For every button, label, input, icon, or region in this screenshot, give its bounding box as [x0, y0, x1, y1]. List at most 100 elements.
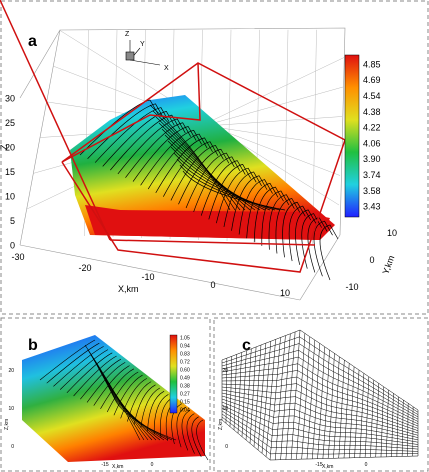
x-tick-label: -10 — [141, 272, 154, 282]
contour — [282, 201, 306, 258]
colorbar-label: 0.15 — [180, 399, 190, 405]
mesh-line — [221, 416, 418, 455]
triad-label: X — [164, 65, 169, 72]
z-tick-label: 0 — [225, 444, 228, 450]
contour — [105, 379, 169, 441]
contour — [147, 133, 208, 190]
colorbar-label: 3.90 — [363, 154, 381, 164]
contour — [140, 129, 202, 186]
contour — [200, 160, 246, 216]
contour — [191, 416, 202, 457]
contour — [86, 362, 126, 403]
contour — [102, 110, 175, 167]
contour — [39, 339, 96, 381]
contour — [111, 389, 177, 441]
contour — [152, 110, 236, 211]
contour — [181, 410, 191, 451]
axis-label: Z,km — [4, 419, 10, 430]
contour — [79, 99, 159, 156]
contour — [102, 374, 165, 441]
contour — [223, 171, 262, 228]
contour — [147, 390, 165, 432]
contour — [113, 374, 143, 416]
contour — [161, 128, 251, 211]
z-tick-label: 10 — [222, 406, 228, 412]
contour — [216, 167, 257, 224]
colorbar — [169, 334, 178, 414]
x-tick-label: 10 — [280, 288, 290, 298]
mesh-line — [349, 366, 355, 458]
contour — [87, 103, 164, 160]
y-tick-label: 10 — [387, 228, 397, 238]
mesh-line — [221, 329, 419, 411]
mesh-line — [221, 370, 419, 425]
contour — [261, 190, 290, 246]
x-tick-label: 0 — [210, 280, 215, 290]
contours — [79, 99, 339, 281]
contour — [59, 349, 109, 390]
mesh-line — [221, 398, 419, 441]
contour — [208, 163, 252, 220]
z-tick-label: 20 — [222, 368, 228, 374]
mesh-line — [221, 407, 419, 448]
contour — [133, 384, 156, 425]
mesh-line — [221, 376, 419, 427]
contour — [155, 116, 241, 211]
contour — [193, 156, 241, 212]
mesh-line — [221, 419, 419, 461]
mesh — [221, 329, 419, 461]
panel-border — [0, 0, 429, 315]
colorbar-label: 0.94 — [180, 343, 190, 349]
mesh-line — [221, 343, 419, 415]
contour — [46, 342, 100, 384]
colorbar-label: 4.69 — [363, 75, 381, 85]
contour — [170, 146, 266, 211]
panel-label: b — [28, 337, 38, 354]
colorbar-label: 3.43 — [363, 202, 381, 212]
contour — [53, 346, 104, 387]
contour — [319, 224, 339, 281]
axis-label: X,km — [112, 464, 123, 470]
x-tick-label: -30 — [11, 252, 24, 262]
mesh-line — [221, 356, 419, 420]
z-tick-label: 0 — [11, 444, 14, 450]
colorbar-label: 0.04 — [180, 407, 190, 413]
colorbar-label: 0.60 — [180, 367, 190, 373]
mesh-line — [221, 389, 419, 434]
mesh-line — [290, 329, 301, 460]
mesh-line — [221, 383, 419, 429]
mesh-line — [296, 333, 306, 460]
mesh-line — [221, 350, 419, 418]
contour — [99, 369, 161, 441]
contour — [149, 104, 231, 211]
contour — [106, 371, 139, 413]
y-tick-label: -10 — [345, 282, 358, 292]
mesh-line — [221, 336, 419, 413]
contour — [164, 134, 256, 211]
z-tick-label: 20 — [8, 368, 14, 374]
contour — [127, 381, 152, 422]
mesh-line — [221, 392, 419, 436]
surface-base — [85, 205, 330, 240]
contour — [253, 186, 284, 243]
contour — [185, 152, 235, 209]
axis-label: Y,km — [380, 254, 396, 276]
colorbar-label: 1.05 — [180, 335, 190, 341]
contour — [246, 182, 279, 239]
triad — [125, 40, 161, 66]
z-tick-label: 10 — [8, 406, 14, 412]
z-tick-label: 30 — [5, 93, 15, 103]
mesh-line — [221, 404, 419, 445]
contour — [196, 419, 209, 461]
contour — [73, 355, 117, 397]
contour — [66, 352, 113, 394]
colorbar-label: 4.22 — [363, 123, 381, 133]
z-tick-label: 0 — [10, 240, 15, 250]
z-tick-label: 20 — [5, 142, 15, 152]
colorbar-label: 4.38 — [363, 107, 381, 117]
contour — [275, 198, 301, 254]
panel-label: c — [242, 337, 251, 354]
surface — [22, 335, 205, 462]
panel-border — [0, 317, 211, 472]
z-tick-label: 5 — [10, 216, 15, 226]
